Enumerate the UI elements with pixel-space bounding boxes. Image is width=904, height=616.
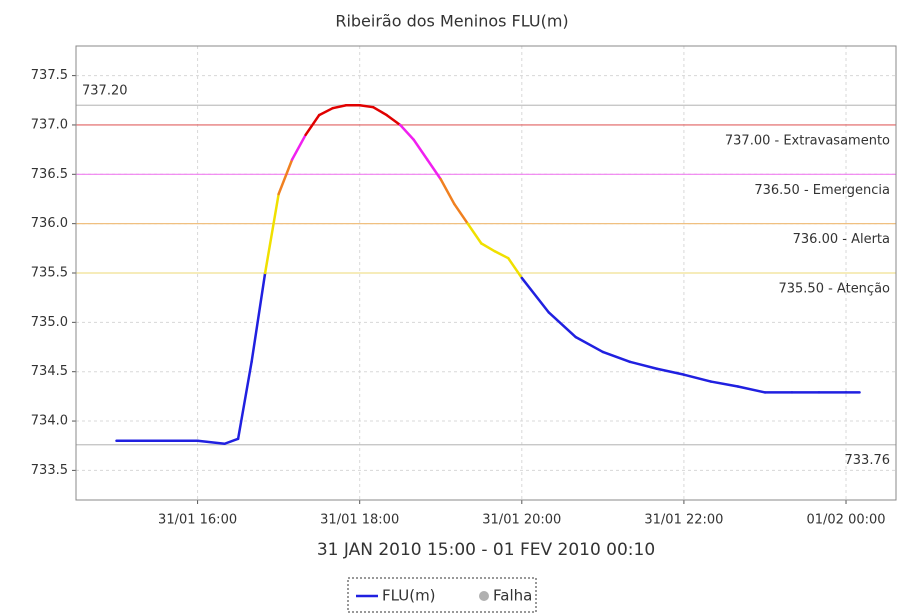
legend-swatch (479, 591, 489, 601)
line-segment (682, 373, 713, 383)
line-segment (371, 105, 388, 117)
x-axis-label: 31 JAN 2010 15:00 - 01 FEV 2010 00:10 (317, 540, 655, 560)
threshold-label: 736.00 - Alerta (793, 232, 890, 247)
y-tick-label: 736.5 (31, 167, 68, 182)
line-segment (439, 177, 456, 206)
y-tick-label: 734.0 (31, 414, 68, 429)
line-segment (196, 439, 226, 445)
y-tick-label: 735.5 (31, 266, 68, 281)
x-tick-label: 31/01 18:00 (320, 513, 399, 528)
x-tick-label: 31/01 22:00 (644, 513, 723, 528)
x-tick-label: 31/01 20:00 (482, 513, 561, 528)
legend-label: FLU(m) (382, 587, 436, 605)
line-segment (263, 192, 280, 275)
line-segment (493, 250, 510, 260)
line-segment (453, 202, 470, 225)
y-tick-label: 736.0 (31, 216, 68, 231)
line-segment (709, 380, 740, 388)
reference-label: 733.76 (845, 453, 891, 468)
line-segment (425, 158, 442, 181)
line-segment (412, 138, 429, 161)
line-segment (601, 350, 632, 364)
line-segment (317, 106, 334, 117)
line-segment (277, 158, 294, 196)
plot-border (75, 45, 897, 501)
x-tick-label: 31/01 16:00 (158, 513, 237, 528)
line-segment (655, 367, 686, 376)
y-tick-label: 735.0 (31, 315, 68, 330)
threshold-label: 736.50 - Emergencia (754, 183, 890, 198)
line-segment (466, 222, 483, 245)
line-segment (520, 276, 551, 314)
line-segment (223, 437, 240, 445)
line-segment (507, 256, 524, 280)
line-segment (736, 385, 767, 394)
y-tick-label: 734.5 (31, 364, 68, 379)
line-segment (480, 242, 497, 253)
line-segment (358, 103, 375, 109)
line-segment (398, 123, 415, 142)
line-segment (574, 335, 605, 354)
y-tick-label: 737.0 (31, 117, 68, 132)
line-segment (304, 113, 321, 137)
legend-label: Falha (493, 587, 532, 605)
threshold-label: 737.00 - Extravasamento (725, 133, 890, 148)
line-segment (628, 360, 659, 370)
y-tick-label: 733.5 (31, 463, 68, 478)
x-tick-label: 01/02 00:00 (806, 513, 885, 528)
line-segment (236, 360, 253, 441)
line-segment (290, 133, 307, 161)
line-segment (331, 103, 348, 110)
chart-title: Ribeirão dos Meninos FLU(m) (335, 12, 568, 31)
y-tick-label: 737.5 (31, 68, 68, 83)
reference-label: 737.20 (82, 84, 128, 99)
legend-box (347, 577, 537, 613)
line-segment (385, 113, 402, 127)
line-segment (250, 271, 267, 364)
line-segment (547, 311, 578, 339)
threshold-label: 735.50 - Atenção (778, 282, 890, 297)
